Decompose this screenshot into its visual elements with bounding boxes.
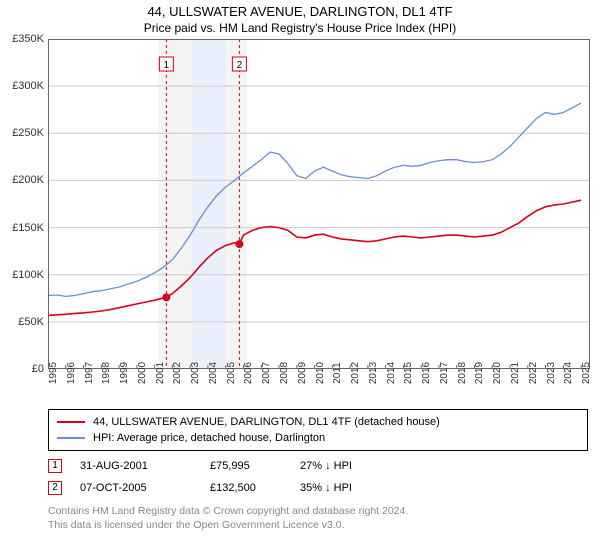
x-tick-label: 2020 [492, 362, 503, 384]
x-tick-label: 1998 [101, 362, 112, 384]
x-tick-label: 2005 [226, 362, 237, 384]
y-tick-label: £300K [2, 80, 44, 92]
y-tick-label: £50K [2, 316, 44, 328]
svg-text:1: 1 [164, 60, 170, 71]
x-tick-label: 2015 [403, 362, 414, 384]
x-tick-label: 2003 [190, 362, 201, 384]
x-tick-label: 1995 [48, 362, 59, 384]
footnote-line: This data is licensed under the Open Gov… [48, 519, 588, 533]
y-tick-label: £250K [2, 127, 44, 139]
event-delta: 27% ↓ HPI [300, 460, 352, 472]
x-tick-label: 2001 [155, 362, 166, 384]
line-chart: 12 [48, 39, 590, 369]
event-marker: 1 [48, 459, 62, 473]
legend-swatch [57, 437, 85, 439]
event-date: 31-AUG-2001 [80, 460, 210, 472]
y-tick-label: £0 [2, 363, 44, 375]
footnote: Contains HM Land Registry data © Crown c… [48, 505, 588, 532]
x-tick-label: 2011 [332, 362, 343, 384]
y-tick-label: £200K [2, 174, 44, 186]
legend-item: 44, ULLSWATER AVENUE, DARLINGTON, DL1 4T… [57, 414, 579, 430]
x-tick-label: 2012 [350, 362, 361, 384]
y-tick-label: £150K [2, 222, 44, 234]
x-tick-label: 1999 [119, 362, 130, 384]
x-tick-label: 2024 [563, 362, 574, 384]
x-tick-label: 2023 [546, 362, 557, 384]
legend-label: HPI: Average price, detached house, Darl… [93, 432, 325, 444]
x-tick-label: 2006 [243, 362, 254, 384]
x-tick-label: 2019 [474, 362, 485, 384]
x-tick-label: 2002 [172, 362, 183, 384]
x-tick-label: 2008 [279, 362, 290, 384]
x-tick-label: 2025 [581, 362, 592, 384]
page-subtitle: Price paid vs. HM Land Registry's House … [0, 19, 600, 39]
y-tick-label: £100K [2, 269, 44, 281]
x-tick-label: 1996 [66, 362, 77, 384]
svg-text:2: 2 [237, 60, 243, 71]
x-tick-label: 2022 [528, 362, 539, 384]
x-tick-label: 2000 [137, 362, 148, 384]
legend: 44, ULLSWATER AVENUE, DARLINGTON, DL1 4T… [48, 409, 588, 451]
x-tick-label: 2017 [439, 362, 450, 384]
event-row: 1 31-AUG-2001£75,99527% ↓ HPI [48, 455, 588, 477]
event-delta: 35% ↓ HPI [300, 482, 352, 494]
x-tick-label: 2010 [315, 362, 326, 384]
event-marker: 2 [48, 481, 62, 495]
x-tick-label: 2007 [261, 362, 272, 384]
events-table: 1 31-AUG-2001£75,99527% ↓ HPI 2 07-OCT-2005… [48, 455, 588, 499]
x-tick-label: 2018 [457, 362, 468, 384]
x-tick-label: 2014 [386, 362, 397, 384]
x-tick-label: 2021 [510, 362, 521, 384]
x-tick-label: 2013 [368, 362, 379, 384]
event-date: 07-OCT-2005 [80, 482, 210, 494]
x-tick-label: 1997 [84, 362, 95, 384]
legend-item: HPI: Average price, detached house, Darl… [57, 430, 579, 446]
event-price: £75,995 [210, 460, 300, 472]
event-row: 2 07-OCT-2005£132,50035% ↓ HPI [48, 477, 588, 499]
chart-area: £0£50K£100K£150K£200K£250K£300K£350K 12 … [48, 39, 590, 403]
legend-label: 44, ULLSWATER AVENUE, DARLINGTON, DL1 4T… [93, 416, 440, 428]
legend-swatch [57, 421, 85, 423]
y-tick-label: £350K [2, 33, 44, 45]
event-price: £132,500 [210, 482, 300, 494]
x-tick-label: 2016 [421, 362, 432, 384]
x-tick-label: 2004 [208, 362, 219, 384]
x-tick-label: 2009 [297, 362, 308, 384]
page-title: 44, ULLSWATER AVENUE, DARLINGTON, DL1 4T… [0, 0, 600, 19]
footnote-line: Contains HM Land Registry data © Crown c… [48, 505, 588, 519]
